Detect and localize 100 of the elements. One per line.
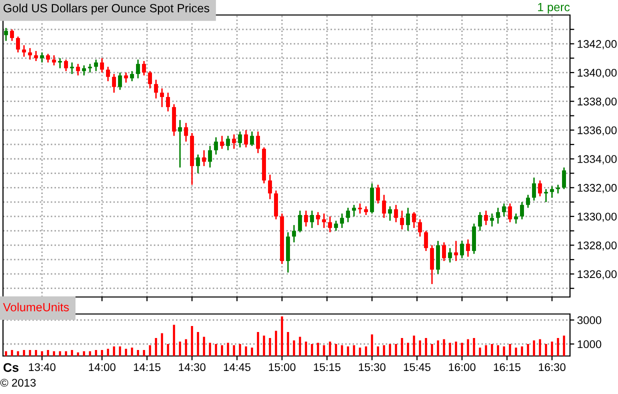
x-tick-label: 14:15 [134, 363, 160, 372]
y-tick-label: 1332,00 [578, 184, 617, 194]
bar [298, 336, 302, 356]
bar [232, 345, 236, 356]
bar [160, 333, 164, 356]
bar [292, 340, 296, 356]
x-tick-label: 14:30 [178, 363, 206, 372]
candlestick [340, 212, 344, 229]
candlestick [208, 145, 212, 168]
candlestick [550, 186, 554, 198]
candlestick [94, 58, 98, 72]
bar [4, 351, 8, 356]
candlestick [538, 180, 542, 197]
bar [484, 345, 488, 356]
candlestick [130, 70, 134, 82]
bar [490, 344, 494, 356]
candlestick [454, 240, 458, 262]
bar [364, 346, 368, 356]
candlestick [226, 135, 230, 151]
bar [202, 336, 206, 356]
bar [10, 350, 14, 356]
bar [328, 342, 332, 356]
bar [112, 346, 116, 356]
bar [274, 330, 278, 356]
bar [478, 348, 482, 356]
candlestick [442, 242, 446, 262]
y-tick-label: 1330,00 [578, 212, 617, 222]
candlestick [526, 194, 530, 208]
bar [382, 345, 386, 356]
candlestick [334, 220, 338, 232]
x-tick-label: 14:45 [224, 363, 250, 372]
bar [418, 340, 422, 356]
chart-title: Gold US Dollars per Ounce Spot Prices [4, 4, 210, 15]
bar [280, 316, 284, 356]
bar [562, 336, 566, 356]
candlestick [394, 204, 398, 223]
chart-title: VolumeUnits [3, 302, 69, 312]
bar [544, 344, 548, 356]
bar [496, 345, 500, 356]
bar [304, 342, 308, 356]
candlestick [562, 166, 566, 190]
bar [166, 344, 170, 356]
bar [262, 336, 266, 356]
y-tick-label: 1338,00 [578, 98, 617, 107]
bar [400, 338, 404, 356]
bar [538, 339, 542, 356]
bar [406, 342, 410, 356]
candlestick [214, 136, 218, 156]
candlestick [184, 122, 188, 142]
x-tick-label: 13:40 [28, 363, 56, 372]
bar [520, 346, 524, 356]
candlestick [178, 119, 182, 168]
candlestick [544, 188, 548, 203]
candlestick [502, 202, 506, 218]
candlestick [16, 36, 20, 54]
candlestick [244, 129, 248, 148]
candlestick [304, 210, 308, 228]
bar [550, 342, 554, 356]
candlestick [154, 79, 158, 100]
candlestick [268, 174, 272, 200]
y-tick-label: 1336,00 [578, 126, 617, 136]
candlestick [406, 207, 410, 232]
candlestick [4, 27, 8, 42]
bar [454, 342, 458, 356]
candlestick [52, 54, 56, 66]
candlestick [22, 44, 26, 58]
candlestick [316, 211, 320, 226]
candlestick [10, 28, 14, 42]
candlestick [514, 212, 518, 224]
bar [334, 344, 338, 356]
candlestick [100, 57, 104, 74]
bar [256, 332, 260, 356]
candlestick [448, 247, 452, 264]
bar [394, 344, 398, 356]
bar [226, 342, 230, 356]
bar [370, 334, 374, 356]
bar [286, 332, 290, 356]
bar [52, 351, 56, 356]
candlestick [496, 207, 500, 224]
bar [190, 326, 194, 356]
bar [316, 342, 320, 356]
bar [502, 346, 506, 356]
bar [94, 350, 98, 356]
bar [100, 350, 104, 356]
candlestick [424, 230, 428, 252]
y-tick-label: 1334,00 [578, 155, 617, 164]
bar [106, 348, 110, 356]
candlestick [76, 63, 80, 76]
bar [238, 344, 242, 356]
bar [64, 351, 68, 356]
text: Cs [4, 363, 18, 372]
candlestick [112, 73, 116, 94]
bar [82, 351, 86, 356]
bar [268, 338, 272, 356]
bar [172, 324, 176, 356]
bar [388, 344, 392, 356]
bar [130, 348, 134, 356]
bar [184, 339, 188, 356]
bar [88, 351, 92, 356]
text: 1 perc [538, 3, 570, 14]
